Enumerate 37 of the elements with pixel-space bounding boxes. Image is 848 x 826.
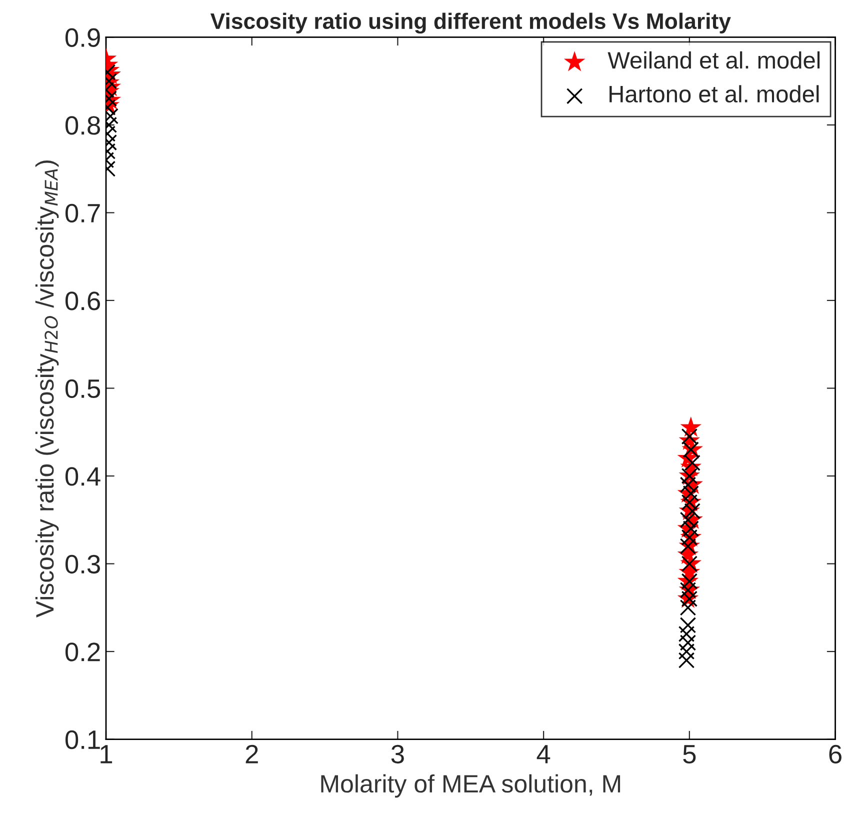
x-axis-title: Molarity of MEA solution, M	[321, 774, 620, 798]
point	[681, 573, 698, 590]
y-tick-label: 0.1	[65, 730, 100, 750]
y-tick-label: 0.9	[65, 28, 100, 47]
x-tick-label: 5	[683, 745, 696, 764]
point	[680, 617, 696, 634]
point	[678, 626, 695, 642]
x-tick-label: 3	[391, 744, 404, 764]
x-tick-label: 2	[246, 744, 258, 764]
y-tick-label: 0.5	[65, 379, 100, 398]
point	[680, 634, 696, 651]
point	[681, 494, 698, 510]
point	[684, 502, 700, 520]
y-tick-label: 0.2	[65, 642, 100, 662]
point	[680, 512, 696, 528]
legend-label: Weiland et al. model	[608, 51, 820, 69]
point	[680, 600, 696, 616]
point	[680, 538, 696, 554]
y-tick-label: 0.8	[65, 116, 100, 135]
x-tick-label: 6	[829, 744, 842, 764]
point	[680, 582, 696, 598]
x-tick-label: 4	[536, 745, 550, 764]
point	[681, 556, 698, 572]
x-tick-label: 1	[100, 745, 112, 764]
legend-label: Hartono et al. model	[610, 85, 819, 102]
y-tick-label: 0.6	[65, 292, 100, 310]
point	[678, 652, 695, 668]
y-tick-label: 0.4	[65, 467, 100, 486]
point	[681, 529, 698, 546]
point	[678, 643, 695, 660]
point	[682, 485, 699, 502]
point	[681, 590, 698, 607]
y-tick-label: 0.3	[65, 554, 100, 574]
y-tick-label: 0.7	[65, 204, 100, 223]
point	[680, 476, 696, 493]
chart-title: Viscosity ratio using different models Vs Molarity	[210, 12, 731, 34]
y-axis-title: Viscosity ratio (viscosity$_{H2O}$ /viscosity$_{MEA}$)	[35, 160, 59, 618]
